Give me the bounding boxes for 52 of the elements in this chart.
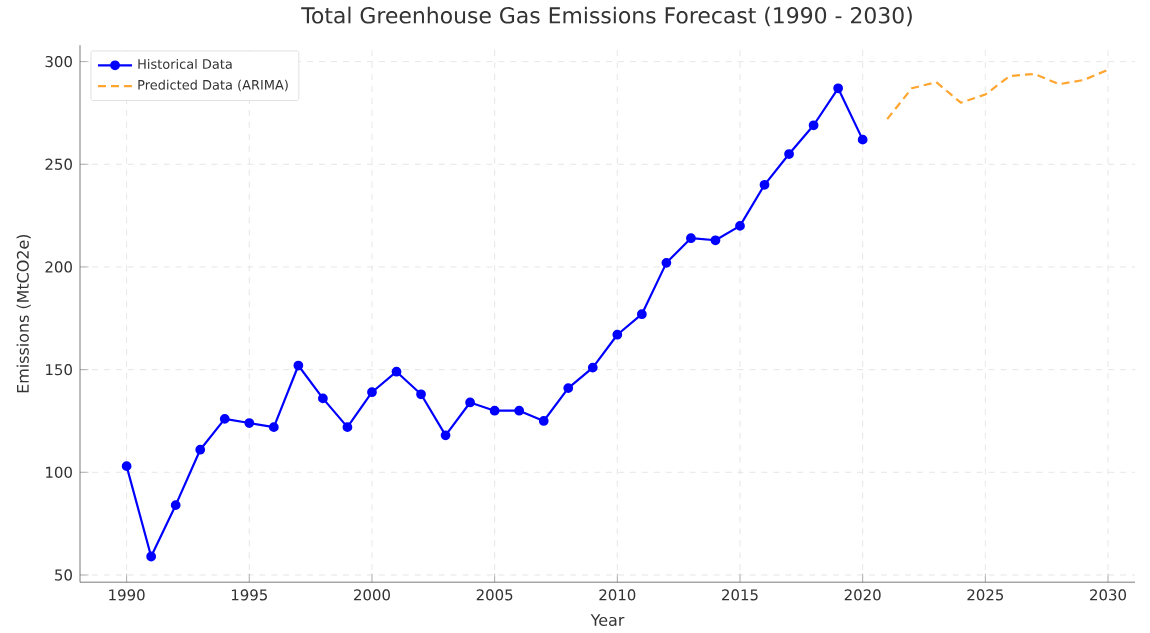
- x-tick-label: 1990: [109, 589, 145, 601]
- legend-label: Historical Data: [138, 58, 232, 69]
- x-tick-label: 2010: [599, 589, 636, 601]
- x-tick-label: 2025: [967, 589, 1004, 601]
- point: [686, 233, 696, 244]
- point: [219, 413, 230, 424]
- x-tick-label: 1995: [231, 589, 267, 601]
- point: [808, 120, 819, 131]
- point: [195, 444, 206, 455]
- point: [759, 179, 770, 190]
- legend-label: Predicted Data (ARIMA): [138, 79, 288, 92]
- point: [612, 329, 623, 340]
- point: [318, 393, 328, 404]
- x-tick-label: 2005: [476, 589, 513, 601]
- point: [661, 257, 672, 268]
- y-tick-label: 150: [46, 363, 72, 376]
- point: [833, 83, 844, 94]
- point: [587, 362, 598, 373]
- point: [465, 397, 475, 408]
- chart-title: Total Greenhouse Gas Emissions Forecast (1990 - 2030): [301, 6, 912, 27]
- y-tick-label: 50: [55, 569, 72, 581]
- point: [784, 149, 794, 159]
- point: [367, 387, 377, 398]
- point: [121, 461, 132, 471]
- point: [146, 551, 157, 562]
- point: [268, 422, 279, 432]
- y-tick-label: 200: [45, 261, 72, 273]
- point: [710, 235, 721, 246]
- line-series: [886, 68, 1110, 121]
- point: [735, 220, 745, 231]
- x-tick-label: 2020: [844, 589, 881, 601]
- y-tick-label: 300: [45, 55, 72, 68]
- point: [244, 418, 255, 428]
- point: [857, 134, 868, 145]
- x-tick-label: 2015: [722, 589, 758, 601]
- y-tick-label: 100: [46, 466, 72, 478]
- point: [170, 500, 181, 510]
- x-axis-title: Year: [590, 614, 625, 626]
- x-tick-label: 2030: [1090, 589, 1127, 601]
- point: [489, 405, 500, 416]
- point: [514, 405, 525, 416]
- point: [636, 309, 647, 319]
- x-tick-label: 2000: [354, 589, 390, 601]
- y-tick-label: 250: [45, 158, 72, 170]
- point: [342, 422, 353, 432]
- point: [391, 366, 402, 377]
- y-axis-title: Emissions (MtCO2e): [16, 234, 31, 393]
- point: [416, 389, 426, 400]
- point: [293, 360, 304, 371]
- point: [538, 416, 549, 426]
- point: [440, 430, 451, 441]
- point: [563, 383, 574, 393]
